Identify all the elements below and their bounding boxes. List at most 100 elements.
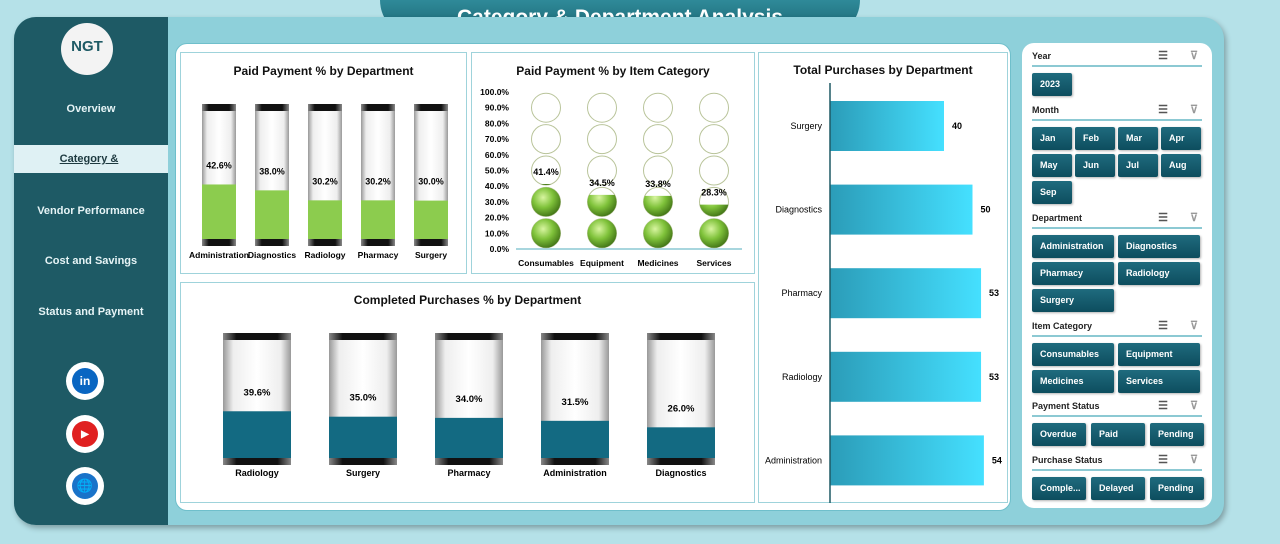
multi-select-icon[interactable]: ☰ <box>1158 104 1168 116</box>
bar-fill <box>329 416 397 458</box>
tube-bar <box>361 104 395 246</box>
filter-chip-apr[interactable]: Apr <box>1161 127 1201 150</box>
category-label: Radiology <box>235 468 279 478</box>
multi-select-icon[interactable]: ☰ <box>1158 50 1168 62</box>
clear-filter-icon[interactable]: ⊽ <box>1189 212 1198 224</box>
nav-status-payment[interactable]: Status and Payment <box>38 306 144 318</box>
multi-select-icon[interactable]: ☰ <box>1158 320 1168 332</box>
bar-fill <box>541 420 609 458</box>
filter-chip-sep[interactable]: Sep <box>1032 181 1072 204</box>
filter-chip-services[interactable]: Services <box>1118 370 1200 393</box>
filter-panel: Year ☰ ⊽ 2023 Month ☰ ⊽ Jan Feb Mar Apr May Jun Jul Au… <box>1022 43 1212 508</box>
category-label: Diagnostics <box>655 468 706 478</box>
bubble-column <box>643 92 673 249</box>
y-tick: 20.0% <box>485 213 510 223</box>
filter-header: Purchase Status ☰ ⊽ <box>1032 454 1202 471</box>
category-label: Surgery <box>415 250 447 260</box>
bubble-fill <box>699 218 729 248</box>
bubble-fill <box>540 184 552 185</box>
bar-fill <box>202 184 236 239</box>
filter-chip-medicines[interactable]: Medicines <box>1032 370 1114 393</box>
filter-chip-administration[interactable]: Administration <box>1032 235 1114 258</box>
tube-bar <box>647 333 715 465</box>
clear-filter-icon[interactable]: ⊽ <box>1189 400 1198 412</box>
chart-title: Completed Purchases % by Department <box>353 293 582 307</box>
bubble-column <box>531 92 561 249</box>
bubble-column <box>587 92 617 249</box>
filter-chip-consumables[interactable]: Consumables <box>1032 343 1114 366</box>
data-label: 33.8% <box>645 179 671 189</box>
tube-bar <box>329 333 397 465</box>
chart-paid-by-department: Paid Payment % by Department 42.6% Admini… <box>180 52 467 274</box>
website-icon[interactable]: 🌐 <box>66 467 104 505</box>
data-label: 30.0% <box>418 177 444 187</box>
nav-category[interactable]: Category & <box>14 145 168 173</box>
clear-filter-icon[interactable]: ⊽ <box>1189 50 1198 62</box>
y-tick: 40.0% <box>485 181 510 191</box>
bubble-fill <box>643 195 673 217</box>
category-label: Surgery <box>790 121 822 131</box>
filter-title: Month <box>1032 105 1059 115</box>
filter-header: Payment Status ☰ ⊽ <box>1032 400 1202 417</box>
bar <box>830 351 982 402</box>
multi-select-icon[interactable]: ☰ <box>1158 212 1168 224</box>
bar-fill <box>255 190 289 239</box>
youtube-icon[interactable]: ▶ <box>66 415 104 453</box>
chart-paid-by-category: Paid Payment % by Item Category 0.0% 10.0… <box>471 52 755 274</box>
data-label: 53 <box>989 372 999 382</box>
y-tick: 90.0% <box>485 103 510 113</box>
y-tick: 100.0% <box>480 87 509 97</box>
filter-chip-pending[interactable]: Pending <box>1150 477 1204 500</box>
filter-chip-jun[interactable]: Jun <box>1075 154 1115 177</box>
filter-chip-overdue[interactable]: Overdue <box>1032 423 1086 446</box>
clear-filter-icon[interactable]: ⊽ <box>1189 454 1198 466</box>
bar-fill <box>308 200 342 239</box>
filter-chip-surgery[interactable]: Surgery <box>1032 289 1114 312</box>
filter-chip-comple[interactable]: Comple... <box>1032 477 1086 500</box>
multi-select-icon[interactable]: ☰ <box>1158 400 1168 412</box>
filter-chip-may[interactable]: May <box>1032 154 1072 177</box>
nav-vendor-performance[interactable]: Vendor Performance <box>37 205 145 217</box>
filter-title: Item Category <box>1032 321 1093 331</box>
data-label: 31.5% <box>562 397 589 408</box>
data-label: 41.4% <box>533 167 559 177</box>
filter-chip-pharmacy[interactable]: Pharmacy <box>1032 262 1114 285</box>
filter-chip-jan[interactable]: Jan <box>1032 127 1072 150</box>
category-label: Equipment <box>580 258 624 268</box>
category-label: Pharmacy <box>781 288 822 298</box>
category-label: Medicines <box>637 258 678 268</box>
chart-title: Paid Payment % by Department <box>233 64 414 78</box>
filter-chip-2023[interactable]: 2023 <box>1032 73 1072 96</box>
filter-title: Department <box>1032 213 1083 223</box>
data-label: 34.5% <box>589 178 615 188</box>
filter-chip-equipment[interactable]: Equipment <box>1118 343 1200 366</box>
nav-overview[interactable]: Overview <box>66 103 116 115</box>
filter-chip-feb[interactable]: Feb <box>1075 127 1115 150</box>
filter-chip-pending[interactable]: Pending <box>1150 423 1204 446</box>
data-label: 28.3% <box>701 188 727 198</box>
bar-fill <box>414 200 448 239</box>
data-label: 38.0% <box>259 166 285 176</box>
filter-chip-paid[interactable]: Paid <box>1091 423 1145 446</box>
filter-chip-delayed[interactable]: Delayed <box>1091 477 1145 500</box>
logo: NGT <box>61 23 113 75</box>
multi-select-icon[interactable]: ☰ <box>1158 454 1168 466</box>
filter-chip-radiology[interactable]: Radiology <box>1118 262 1200 285</box>
bar-fill <box>223 411 291 458</box>
filter-chip-aug[interactable]: Aug <box>1161 154 1201 177</box>
filter-chip-diagnostics[interactable]: Diagnostics <box>1118 235 1200 258</box>
data-label: 39.6% <box>244 387 271 398</box>
nav-cost-savings[interactable]: Cost and Savings <box>44 255 138 267</box>
clear-filter-icon[interactable]: ⊽ <box>1189 104 1198 116</box>
y-tick: 80.0% <box>485 118 510 128</box>
tube-bar <box>223 333 291 465</box>
clear-filter-icon[interactable]: ⊽ <box>1189 320 1198 332</box>
filter-chip-mar[interactable]: Mar <box>1118 127 1158 150</box>
linkedin-icon[interactable]: in <box>66 362 104 400</box>
bar <box>830 184 973 235</box>
category-label: Surgery <box>346 468 380 478</box>
bar-fill <box>435 417 503 458</box>
filter-title: Purchase Status <box>1032 455 1103 465</box>
data-label: 50 <box>981 205 991 215</box>
filter-chip-jul[interactable]: Jul <box>1118 154 1158 177</box>
